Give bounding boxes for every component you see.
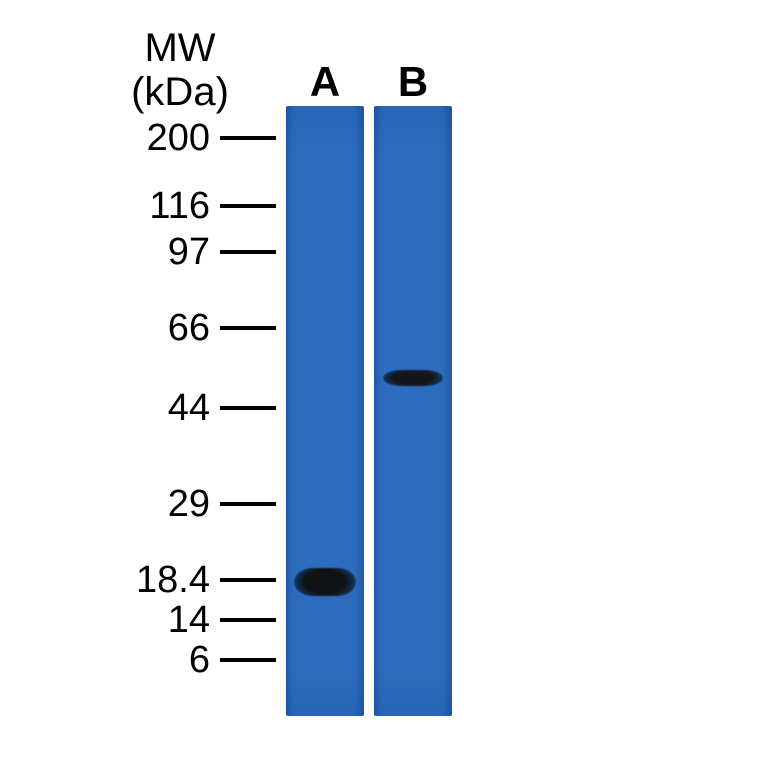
lane-label: A bbox=[286, 58, 364, 106]
band bbox=[294, 568, 356, 596]
band bbox=[383, 370, 444, 386]
mw-marker-label: 6 bbox=[189, 639, 210, 682]
mw-marker-tick bbox=[220, 658, 276, 662]
mw-marker-tick bbox=[220, 250, 276, 254]
mw-marker-label: 14 bbox=[168, 599, 210, 642]
figure-container: MW (kDa) 200 11697 66 44 29 18.4146 AB bbox=[0, 0, 764, 764]
lane-A: A bbox=[286, 0, 364, 764]
mw-marker-label: 66 bbox=[168, 307, 210, 350]
mw-axis-title: MW (kDa) bbox=[110, 26, 250, 114]
lane-label: B bbox=[374, 58, 452, 106]
mw-marker-tick bbox=[220, 136, 276, 140]
mw-marker-label: 29 bbox=[168, 483, 210, 526]
mw-marker-label: 116 bbox=[149, 185, 210, 228]
mw-marker-tick bbox=[220, 406, 276, 410]
mw-marker-label: 18.4 bbox=[136, 559, 210, 602]
mw-marker-tick bbox=[220, 326, 276, 330]
mw-title-line2: (kDa) bbox=[131, 70, 229, 114]
mw-marker-tick bbox=[220, 578, 276, 582]
lane-membrane bbox=[286, 106, 364, 716]
mw-marker-tick bbox=[220, 204, 276, 208]
mw-marker-label: 97 bbox=[168, 231, 210, 274]
mw-marker-label: 44 bbox=[168, 387, 210, 430]
lane-B: B bbox=[374, 0, 452, 764]
mw-title-line1: MW bbox=[144, 26, 215, 70]
mw-marker-tick bbox=[220, 618, 276, 622]
mw-marker-label: 200 bbox=[147, 117, 210, 160]
mw-marker-tick bbox=[220, 502, 276, 506]
lane-membrane bbox=[374, 106, 452, 716]
